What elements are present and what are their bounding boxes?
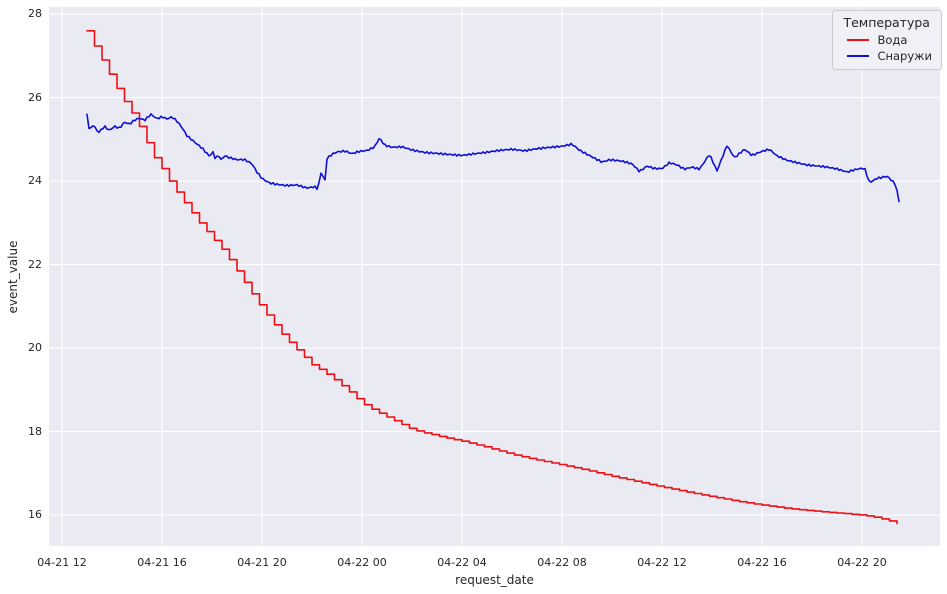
y-tick-label: 26	[28, 90, 42, 104]
legend-label-outside: Снаружи	[877, 49, 932, 63]
legend: Температура Вода Снаружи	[832, 10, 942, 70]
y-tick-label: 20	[28, 341, 42, 355]
y-axis-label: event_value	[6, 240, 20, 314]
legend-label-water: Вода	[877, 33, 908, 47]
water-line-swatch-icon	[847, 39, 870, 41]
y-tick-label: 22	[28, 257, 42, 271]
y-tick-label: 28	[28, 7, 42, 21]
plot-area	[49, 7, 940, 546]
legend-entry-outside: Снаружи	[847, 49, 932, 63]
x-tick-label: 04-21 16	[137, 556, 187, 569]
chart-canvas	[49, 7, 940, 546]
water-series-line	[86, 30, 898, 525]
x-tick-label: 04-22 12	[637, 556, 687, 569]
x-tick-label: 04-22 20	[837, 556, 887, 569]
legend-title: Температура	[843, 15, 930, 30]
x-tick-label: 04-21 12	[37, 556, 87, 569]
x-tick-label: 04-22 08	[537, 556, 587, 569]
y-tick-label: 18	[28, 424, 42, 438]
x-tick-label: 04-22 16	[737, 556, 787, 569]
legend-entry-water: Вода	[847, 33, 932, 47]
y-tick-label: 24	[28, 174, 42, 188]
x-tick-label: 04-21 20	[237, 556, 287, 569]
x-tick-label: 04-22 00	[337, 556, 387, 569]
y-tick-label: 16	[28, 508, 42, 522]
outside-line-swatch-icon	[847, 55, 870, 57]
x-axis-label: request_date	[455, 573, 534, 587]
x-tick-label: 04-22 04	[437, 556, 487, 569]
outside-series-line	[86, 113, 900, 203]
